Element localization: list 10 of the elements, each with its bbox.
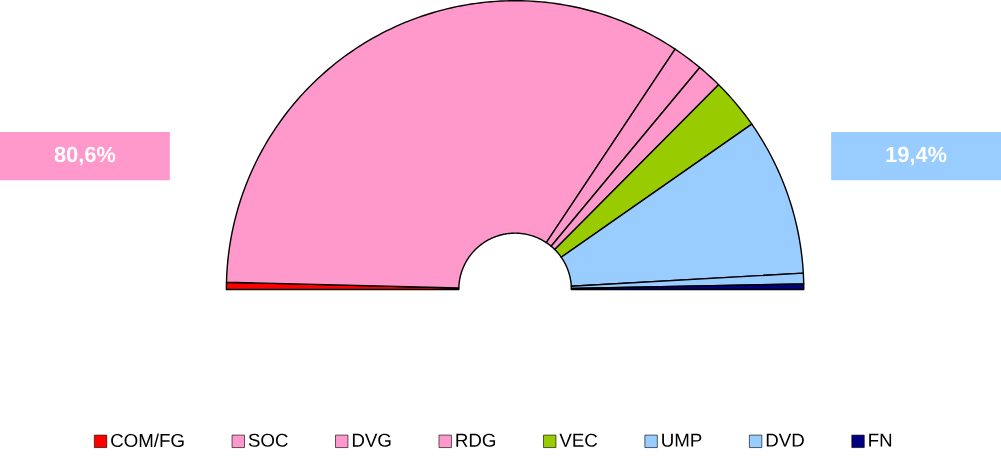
- legend-label: UMP: [662, 433, 702, 448]
- legend-label: RDG: [456, 433, 496, 448]
- legend-label: DVD: [766, 433, 804, 447]
- legend-label: VEC: [559, 433, 598, 448]
- text: 19,4%: [886, 146, 947, 166]
- legend-label: FN: [869, 433, 892, 447]
- text: 80,6%: [54, 146, 116, 166]
- legend-label: SOC: [248, 433, 288, 448]
- legend-label: DVG: [352, 433, 391, 448]
- legend-label: COM/FG: [111, 433, 184, 448]
